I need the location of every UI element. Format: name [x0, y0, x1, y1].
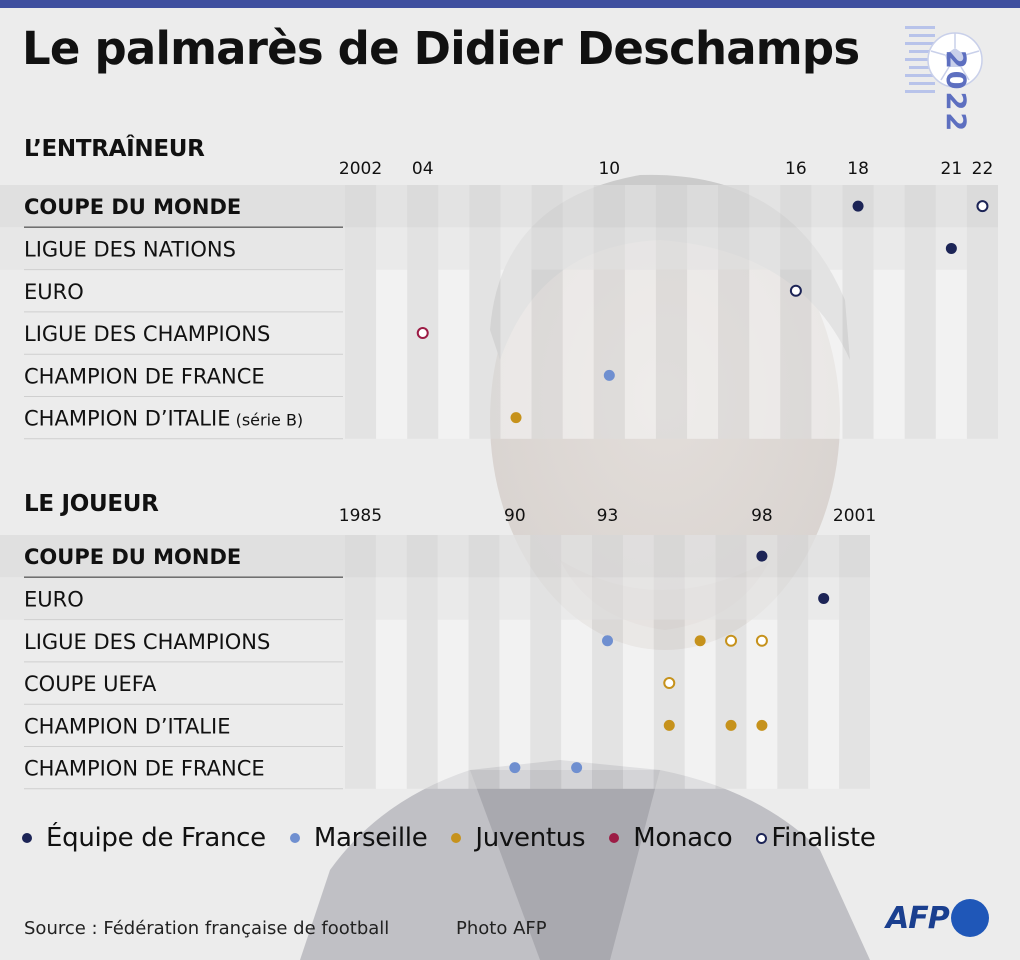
row-label: CHAMPION DE FRANCE	[24, 757, 265, 781]
legend-label: Marseille	[313, 823, 428, 853]
world-cup-2022-logo: 2022	[905, 20, 1003, 133]
afp-logo-dot	[950, 899, 989, 937]
row-label: CHAMPION D’ITALIE	[24, 714, 230, 738]
row-label: EURO	[24, 280, 84, 304]
title-marker-juventus-1996	[694, 635, 706, 647]
tick-label-1985: 1985	[339, 506, 382, 526]
legend-marker-juventus	[451, 833, 462, 843]
title-marker-equipe_de_france-2018	[852, 200, 864, 212]
top-accent-bar	[0, 0, 1020, 8]
tick-label-2021: 21	[941, 159, 963, 179]
afp-logo-text: AFP	[886, 900, 950, 936]
title-marker-marseille-2010	[603, 369, 615, 381]
row-label: COUPE DU MONDE	[24, 195, 241, 219]
legend-item-juventus: Juventus	[451, 823, 586, 853]
finalist-marker-juventus-1998	[755, 634, 768, 647]
row-label: COUPE UEFA	[24, 672, 157, 696]
tick-label-1993: 93	[597, 506, 619, 526]
title-marker-juventus-2007	[510, 412, 522, 424]
legend-marker-marseille	[289, 833, 300, 843]
legend-item-equipe_de_france: Équipe de France	[22, 823, 266, 853]
legend-label: Équipe de France	[46, 823, 266, 853]
legend-marker-finaliste	[756, 832, 768, 844]
panel-0: COUPE DU MONDE LIGUE DES NATIONS EURO LIGUE…	[0, 159, 998, 440]
title-marker-marseille-1992	[571, 762, 583, 774]
legend-item-finaliste: Finaliste	[756, 823, 876, 853]
tick-label-2018: 18	[847, 159, 869, 179]
tick-label-2016: 16	[785, 159, 807, 179]
row-label-note: (série B)	[230, 411, 303, 430]
legend-item-marseille: Marseille	[289, 823, 428, 853]
photo-credit: Photo AFP	[456, 918, 547, 939]
row-label: LIGUE DES CHAMPIONS	[24, 630, 270, 654]
title-marker-equipe_de_france-2000	[818, 592, 830, 604]
legend-label: Juventus	[475, 823, 586, 853]
row-label: CHAMPION D’ITALIE (série B)	[24, 407, 303, 431]
section-heading-entraineur: L’ENTRAÎNEUR	[24, 136, 205, 162]
row-label: EURO	[24, 587, 84, 611]
tick-label-1998: 98	[751, 506, 773, 526]
row-label: COUPE DU MONDE	[24, 545, 241, 569]
finalist-marker-equipe_de_france-2022	[976, 200, 989, 213]
title-marker-equipe_de_france-1998	[756, 550, 768, 562]
title-marker-juventus-1995	[663, 719, 675, 731]
title-marker-marseille-1990	[509, 762, 521, 774]
legend-item-monaco: Monaco	[609, 823, 733, 853]
row-label: LIGUE DES NATIONS	[24, 237, 236, 261]
legend-marker-equipe_de_france	[22, 833, 32, 843]
row-highlight	[0, 227, 998, 270]
legend-label: Monaco	[633, 823, 733, 853]
source-note: Source : Fédération française de footbal…	[24, 918, 390, 939]
row-highlight	[0, 535, 870, 578]
legend-marker-monaco	[609, 833, 620, 843]
tick-label-2010: 10	[598, 159, 620, 179]
tick-label-2004: 04	[412, 159, 434, 179]
tick-label-2022: 22	[972, 159, 994, 179]
finalist-marker-juventus-1995	[663, 677, 676, 690]
football-icon	[927, 32, 983, 88]
afp-logo: AFP	[886, 898, 989, 938]
row-label: CHAMPION DE FRANCE	[24, 364, 265, 388]
title-marker-marseille-1993	[602, 635, 613, 647]
legend: Équipe de France Marseille Juventus Monaco F…	[22, 818, 900, 858]
page-title: Le palmarès de Didier Deschamps	[22, 22, 860, 75]
row-highlight	[0, 185, 998, 228]
section-heading-joueur: LE JOUEUR	[24, 491, 159, 517]
panel-1: COUPE DU MONDE EURO LIGUE DES CHAMPIONS COU…	[0, 506, 876, 790]
title-marker-juventus-1997	[725, 719, 737, 731]
tick-label-2001: 2001	[833, 506, 876, 526]
row-label: LIGUE DES CHAMPIONS	[24, 322, 270, 346]
finalist-marker-juventus-1997	[725, 634, 738, 647]
title-marker-juventus-1998	[756, 719, 768, 731]
finalist-marker-equipe_de_france-2016	[789, 284, 802, 297]
tick-label-1990: 90	[504, 506, 526, 526]
title-marker-equipe_de_france-2021	[945, 242, 957, 254]
legend-label: Finaliste	[771, 823, 876, 853]
row-highlight	[0, 577, 870, 620]
tick-label-2002: 2002	[339, 159, 382, 179]
finalist-marker-monaco-2004	[416, 327, 429, 340]
